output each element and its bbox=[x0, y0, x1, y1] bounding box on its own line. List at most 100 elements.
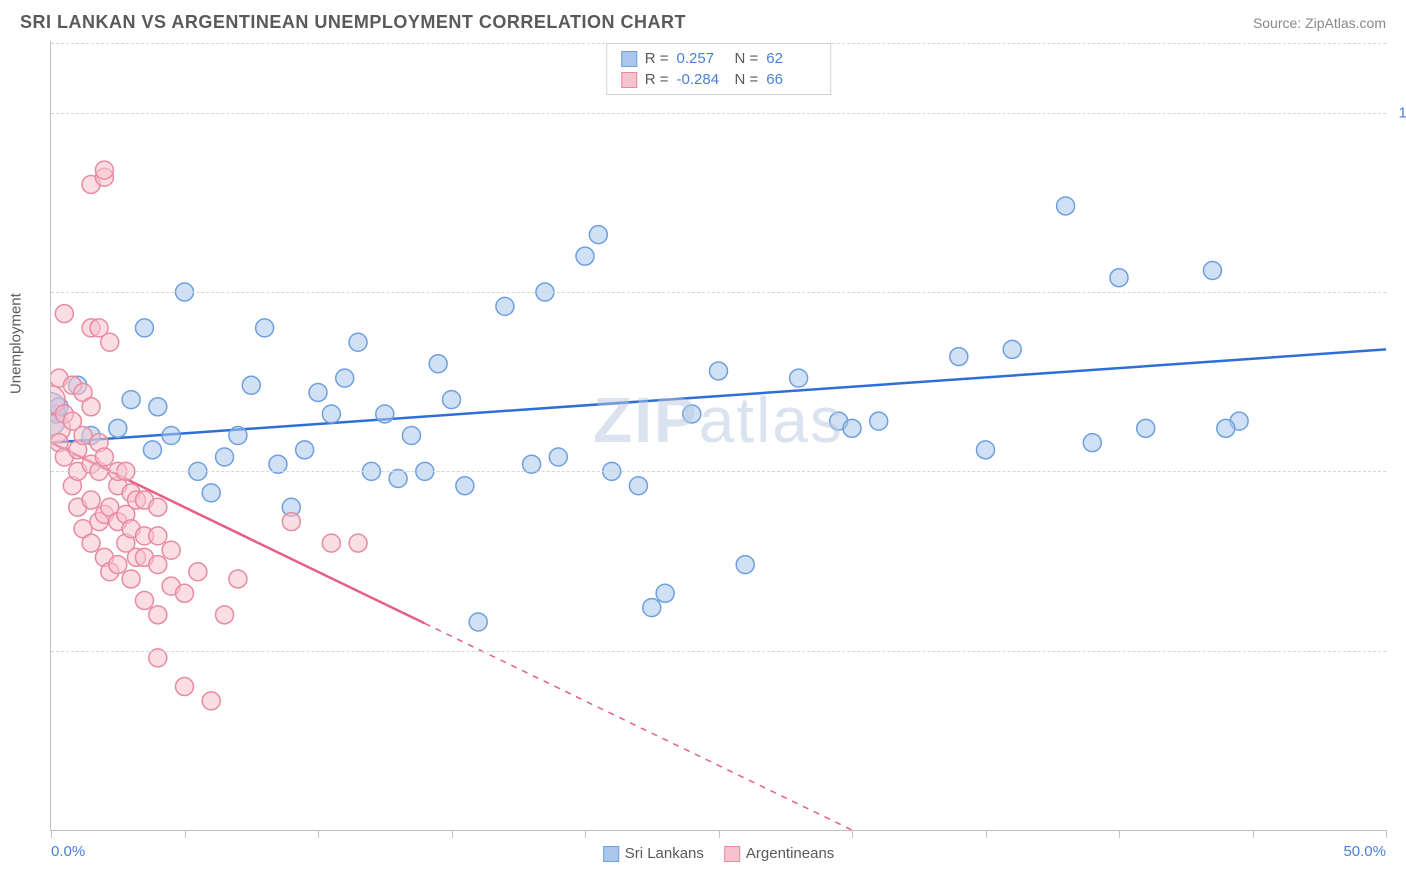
data-point bbox=[122, 391, 140, 409]
data-point bbox=[162, 427, 180, 445]
x-tick bbox=[452, 830, 453, 838]
data-point bbox=[82, 491, 100, 509]
data-point bbox=[216, 606, 234, 624]
data-point bbox=[402, 427, 420, 445]
data-point bbox=[55, 305, 73, 323]
legend-item-argentineans: Argentineans bbox=[724, 845, 834, 862]
data-point bbox=[1083, 434, 1101, 452]
data-point bbox=[469, 613, 487, 631]
stats-legend-box: R = 0.257 N = 62 R = -0.284 N = 66 bbox=[606, 43, 832, 95]
data-point bbox=[656, 584, 674, 602]
data-point bbox=[1110, 269, 1128, 287]
gridline bbox=[51, 651, 1386, 652]
data-point bbox=[176, 678, 194, 696]
gridline bbox=[51, 471, 1386, 472]
legend-item-srilankans: Sri Lankans bbox=[603, 845, 704, 862]
data-point bbox=[843, 419, 861, 437]
data-point bbox=[736, 556, 754, 574]
gridline bbox=[51, 113, 1386, 114]
data-point bbox=[229, 570, 247, 588]
r-value: -0.284 bbox=[677, 71, 727, 88]
x-tick bbox=[1119, 830, 1120, 838]
data-point bbox=[429, 355, 447, 373]
scatter-plot bbox=[51, 41, 1386, 830]
x-tick-label: 0.0% bbox=[51, 843, 85, 860]
data-point bbox=[101, 333, 119, 351]
trend-line-dashed bbox=[425, 623, 852, 830]
data-point bbox=[322, 534, 340, 552]
data-point bbox=[82, 398, 100, 416]
data-point bbox=[629, 477, 647, 495]
y-axis-label: Unemployment bbox=[8, 293, 25, 394]
data-point bbox=[135, 319, 153, 337]
n-value: 66 bbox=[766, 71, 816, 88]
data-point bbox=[790, 369, 808, 387]
data-point bbox=[143, 441, 161, 459]
x-tick bbox=[986, 830, 987, 838]
data-point bbox=[149, 556, 167, 574]
chart-title: SRI LANKAN VS ARGENTINEAN UNEMPLOYMENT C… bbox=[20, 12, 686, 33]
data-point bbox=[162, 541, 180, 559]
legend-swatch-srilankans-icon bbox=[603, 846, 619, 862]
swatch-argentineans-icon bbox=[621, 72, 637, 88]
data-point bbox=[336, 369, 354, 387]
data-point bbox=[109, 419, 127, 437]
r-value: 0.257 bbox=[677, 50, 727, 67]
data-point bbox=[149, 527, 167, 545]
data-point bbox=[643, 599, 661, 617]
footer-legend: Sri Lankans Argentineans bbox=[603, 845, 835, 862]
data-point bbox=[189, 563, 207, 581]
data-point bbox=[456, 477, 474, 495]
data-point bbox=[256, 319, 274, 337]
r-label: R = bbox=[645, 50, 669, 67]
data-point bbox=[122, 570, 140, 588]
data-point bbox=[496, 297, 514, 315]
stats-row-srilankans: R = 0.257 N = 62 bbox=[621, 48, 817, 69]
data-point bbox=[1003, 340, 1021, 358]
data-point bbox=[1203, 262, 1221, 280]
data-point bbox=[296, 441, 314, 459]
data-point bbox=[282, 513, 300, 531]
gridline bbox=[51, 292, 1386, 293]
data-point bbox=[322, 405, 340, 423]
data-point bbox=[74, 427, 92, 445]
data-point bbox=[576, 247, 594, 265]
x-tick bbox=[51, 830, 52, 838]
data-point bbox=[202, 484, 220, 502]
data-point bbox=[683, 405, 701, 423]
x-tick bbox=[1386, 830, 1387, 838]
data-point bbox=[1137, 419, 1155, 437]
x-tick-label: 50.0% bbox=[1343, 843, 1386, 860]
x-tick bbox=[852, 830, 853, 838]
r-label: R = bbox=[645, 71, 669, 88]
data-point bbox=[309, 383, 327, 401]
legend-swatch-argentineans-icon bbox=[724, 846, 740, 862]
x-tick bbox=[585, 830, 586, 838]
stats-row-argentineans: R = -0.284 N = 66 bbox=[621, 69, 817, 90]
data-point bbox=[229, 427, 247, 445]
source-label: Source: ZipAtlas.com bbox=[1253, 15, 1386, 31]
data-point bbox=[549, 448, 567, 466]
data-point bbox=[950, 348, 968, 366]
data-point bbox=[242, 376, 260, 394]
data-point bbox=[149, 398, 167, 416]
x-tick bbox=[719, 830, 720, 838]
n-label: N = bbox=[735, 50, 759, 67]
data-point bbox=[1217, 419, 1235, 437]
data-point bbox=[109, 556, 127, 574]
data-point bbox=[95, 161, 113, 179]
n-label: N = bbox=[735, 71, 759, 88]
data-point bbox=[216, 448, 234, 466]
data-point bbox=[977, 441, 995, 459]
data-point bbox=[376, 405, 394, 423]
x-tick bbox=[185, 830, 186, 838]
data-point bbox=[349, 333, 367, 351]
n-value: 62 bbox=[766, 50, 816, 67]
x-tick bbox=[1253, 830, 1254, 838]
data-point bbox=[710, 362, 728, 380]
y-tick-label: 10.0% bbox=[1398, 104, 1406, 121]
data-point bbox=[589, 226, 607, 244]
data-point bbox=[95, 448, 113, 466]
legend-label: Sri Lankans bbox=[625, 845, 704, 862]
data-point bbox=[149, 498, 167, 516]
